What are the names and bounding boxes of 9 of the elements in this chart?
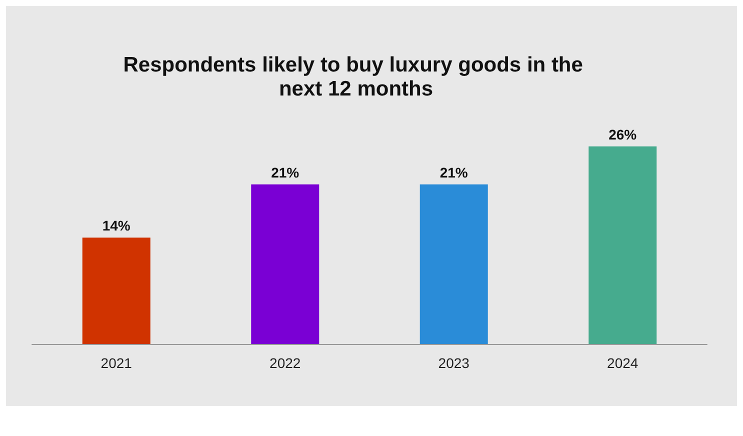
- data-label: 14%: [102, 218, 131, 234]
- data-label: 21%: [440, 164, 468, 180]
- data-label: 26%: [608, 126, 638, 142]
- x-tick-label: 2024: [607, 355, 638, 371]
- data-label: 21%: [271, 164, 300, 180]
- x-tick-label: 2022: [270, 355, 301, 371]
- x-tick-label: 2023: [438, 355, 470, 371]
- chart-title: Respondents likely to buy luxury goods in the next 12 months: [123, 54, 589, 100]
- x-tick-label: 2021: [100, 355, 132, 371]
